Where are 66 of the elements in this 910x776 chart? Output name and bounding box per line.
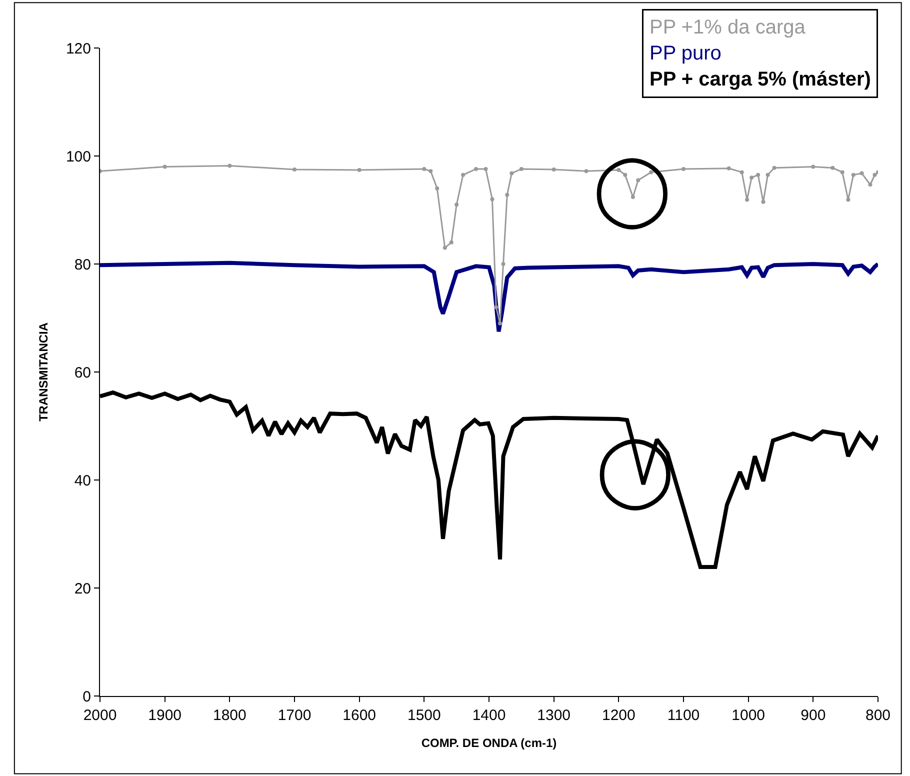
point bbox=[682, 166, 686, 171]
point bbox=[422, 166, 426, 171]
x-tick-label: 1400 bbox=[472, 707, 506, 724]
point bbox=[584, 169, 588, 174]
x-tick-label: 1200 bbox=[602, 707, 636, 724]
point bbox=[292, 168, 296, 172]
point bbox=[484, 166, 488, 171]
point bbox=[552, 168, 556, 172]
y-tick-label: 100 bbox=[66, 148, 91, 166]
y-tick-label: 40 bbox=[74, 472, 91, 490]
x-tick-label: 2000 bbox=[83, 707, 117, 724]
x-tick-label: 1000 bbox=[732, 707, 766, 724]
point bbox=[830, 166, 835, 170]
x-tick-label: 1500 bbox=[407, 707, 441, 724]
point bbox=[501, 262, 506, 266]
point bbox=[772, 166, 776, 170]
point bbox=[435, 186, 440, 190]
point bbox=[840, 170, 844, 174]
annotation: ◯ bbox=[593, 147, 672, 230]
x-tick-label: 1100 bbox=[667, 707, 700, 724]
y-tick-label: 80 bbox=[74, 256, 91, 274]
y-tick-label: 20 bbox=[74, 580, 91, 598]
line-series bbox=[100, 260, 878, 334]
text: PP +1% da carga bbox=[650, 16, 806, 38]
point bbox=[228, 164, 232, 168]
x-tick-label: 1800 bbox=[212, 707, 246, 724]
point bbox=[851, 172, 856, 177]
point bbox=[761, 200, 766, 204]
point bbox=[494, 305, 498, 310]
point bbox=[474, 166, 478, 171]
point bbox=[490, 197, 494, 202]
x-tick-label: 1600 bbox=[342, 707, 376, 724]
y-tick-label: 120 bbox=[66, 40, 91, 58]
point bbox=[756, 172, 760, 177]
point bbox=[428, 169, 433, 174]
point bbox=[519, 166, 524, 171]
point bbox=[442, 246, 447, 250]
point bbox=[357, 168, 362, 172]
x-tick-label: 1300 bbox=[537, 707, 571, 724]
point bbox=[449, 240, 454, 244]
point bbox=[868, 182, 872, 187]
point bbox=[454, 202, 459, 207]
y-tick-label: 60 bbox=[74, 364, 91, 382]
text: PP + carga 5% (máster) bbox=[650, 68, 871, 90]
point bbox=[162, 164, 167, 169]
point bbox=[461, 172, 466, 177]
point bbox=[740, 170, 744, 174]
text: PP puro bbox=[650, 42, 722, 64]
point bbox=[510, 171, 514, 176]
point bbox=[872, 172, 877, 177]
point bbox=[745, 198, 750, 202]
point bbox=[766, 172, 770, 177]
point bbox=[498, 321, 502, 326]
y-tick-label: 0 bbox=[82, 688, 91, 706]
x-tick-label: 900 bbox=[800, 707, 826, 724]
point bbox=[846, 198, 850, 202]
point bbox=[505, 192, 510, 197]
point bbox=[811, 164, 816, 169]
x-tick-label: 1700 bbox=[278, 707, 312, 724]
point bbox=[750, 176, 754, 180]
x-axis-title: COMP. DE ONDA (cm-1) bbox=[421, 736, 557, 750]
point bbox=[860, 171, 864, 176]
x-tick-label: 1900 bbox=[148, 707, 182, 724]
x-tick-label: 800 bbox=[865, 707, 891, 724]
y-axis-title: TRANSMITANCIA bbox=[36, 322, 50, 422]
point bbox=[726, 166, 731, 170]
